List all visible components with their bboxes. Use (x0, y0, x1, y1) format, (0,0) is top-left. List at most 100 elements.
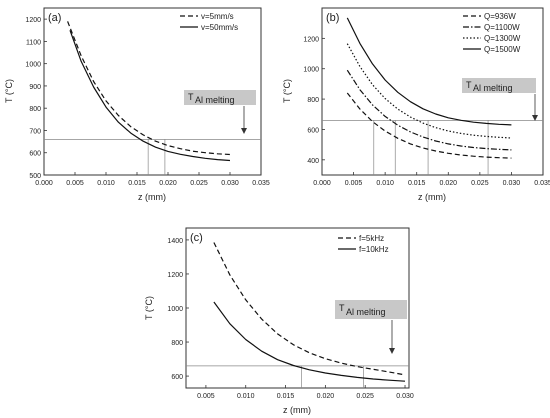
y-tick-label: 800 (307, 97, 319, 104)
x-tick-label: 0.030 (221, 180, 239, 187)
y-tick-label: 1200 (167, 272, 183, 279)
series-lines (346, 17, 512, 159)
reference-lines (44, 138, 261, 175)
annotation-arrowhead (532, 115, 538, 121)
x-tick-label: 0.025 (471, 180, 489, 187)
series-line (213, 301, 406, 382)
x-tick-label: 0.005 (345, 180, 363, 187)
reference-lines (186, 365, 409, 388)
y-tick-label: 600 (307, 127, 319, 134)
annotation-sub: Al melting (346, 307, 386, 317)
annotation-arrowhead (241, 128, 247, 134)
x-tick-label: 0.035 (534, 180, 550, 187)
series-line (69, 30, 231, 162)
legend: Q=936W Q=1100W Q=1300W Q=1500W (463, 12, 521, 54)
y-tick-label: 500 (29, 173, 41, 180)
annotation-main: T (188, 92, 194, 102)
series-line (346, 43, 512, 139)
x-tick-label: 0.015 (408, 180, 426, 187)
x-tick-label: 0.010 (97, 180, 115, 187)
melting-annotation: T Al melting (184, 90, 256, 134)
y-tick-label: 1200 (25, 17, 41, 24)
plot-frame (321, 7, 544, 176)
x-tick-label: 0.030 (396, 393, 414, 400)
y-tick-label: 600 (171, 374, 183, 381)
x-tick-label: 0.025 (190, 180, 208, 187)
panel-a: (a) T (°C) z (mm) 0.000 0.005 0.010 0.015 0.… (4, 7, 270, 202)
x-ticks: 0.000 0.005 0.010 0.015 0.020 0.025 0.030 0.035 (313, 172, 550, 187)
series-line (346, 69, 512, 151)
x-tick-label: 0.020 (440, 180, 458, 187)
annotation-main: T (339, 303, 345, 313)
x-tick-label: 0.010 (237, 393, 255, 400)
x-tick-label: 0.025 (356, 393, 374, 400)
panel-label: (a) (48, 12, 61, 24)
y-axis-label: T (°C) (144, 296, 154, 320)
annotation-box (462, 78, 536, 93)
melting-annotation: T Al melting (335, 300, 407, 354)
legend-label-v50: v=50mm/s (201, 23, 238, 32)
x-tick-label: 0.030 (503, 180, 521, 187)
y-tick-label: 1000 (303, 67, 319, 74)
panel-label: (b) (326, 12, 339, 24)
y-tick-label: 1000 (25, 62, 41, 69)
series-line (213, 242, 406, 376)
y-tick-label: 1400 (167, 238, 183, 245)
reference-lines (322, 119, 543, 175)
annotation-sub: Al melting (473, 83, 513, 93)
series-line (346, 92, 512, 159)
series-lines (213, 242, 406, 382)
y-tick-label: 800 (29, 106, 41, 113)
x-tick-label: 0.020 (159, 180, 177, 187)
plot-frame (43, 7, 262, 176)
y-ticks: 400 600 800 1000 1200 (303, 36, 325, 165)
y-tick-label: 400 (307, 158, 319, 165)
x-tick-label: 0.035 (252, 180, 270, 187)
annotation-box (335, 300, 407, 319)
x-axis-label: z (mm) (283, 405, 311, 415)
x-tick-label: 0.000 (313, 180, 331, 187)
x-ticks: 0.005 0.010 0.015 0.020 0.025 0.030 (197, 385, 414, 400)
x-axis-label: z (mm) (418, 192, 446, 202)
y-axis-label: T (°C) (282, 79, 292, 103)
panel-label: (c) (190, 232, 203, 244)
x-tick-label: 0.010 (376, 180, 394, 187)
y-tick-label: 900 (29, 84, 41, 91)
legend: v=5mm/s v=50mm/s (180, 12, 238, 32)
series-line (346, 17, 512, 126)
y-ticks: 500 600 700 800 900 1000 1100 1200 (25, 17, 47, 180)
x-tick-label: 0.015 (128, 180, 146, 187)
panel-b: (b) T (°C) z (mm) 0.000 0.005 0.010 0.015 0.… (282, 7, 550, 202)
legend-label-q1100: Q=1100W (484, 23, 520, 32)
x-tick-label: 0.005 (66, 180, 84, 187)
y-tick-label: 1200 (303, 36, 319, 43)
series-lines (67, 21, 231, 162)
y-tick-label: 800 (171, 340, 183, 347)
legend-label-q1300: Q=1300W (484, 34, 521, 43)
annotation-sub: Al melting (195, 95, 235, 105)
y-tick-label: 1000 (167, 306, 183, 313)
legend: f=5kHz f=10kHz (338, 234, 389, 254)
annotation-main: T (466, 80, 472, 90)
annotation-box (184, 90, 256, 105)
x-axis-label: z (mm) (138, 192, 166, 202)
y-ticks: 600 800 1000 1200 1400 (167, 238, 189, 381)
x-ticks: 0.000 0.005 0.010 0.015 0.020 0.025 0.030 0.035 (35, 172, 270, 187)
series-line (67, 21, 231, 156)
legend-label-q1500: Q=1500W (484, 45, 521, 54)
y-axis-label: T (°C) (4, 79, 14, 103)
legend-label-f10: f=10kHz (359, 245, 389, 254)
x-tick-label: 0.020 (317, 393, 335, 400)
y-tick-label: 600 (29, 151, 41, 158)
panel-c: (c) T (°C) z (mm) 0.005 0.010 0.015 0.020 0.… (144, 227, 414, 415)
legend-label-f5: f=5kHz (359, 234, 384, 243)
legend-label-v5: v=5mm/s (201, 12, 234, 21)
y-tick-label: 700 (29, 128, 41, 135)
x-tick-label: 0.005 (197, 393, 215, 400)
melting-annotation: T Al melting (462, 78, 538, 121)
x-tick-label: 0.000 (35, 180, 53, 187)
annotation-arrowhead (389, 348, 395, 354)
x-tick-label: 0.015 (277, 393, 295, 400)
y-tick-label: 1100 (26, 39, 41, 46)
